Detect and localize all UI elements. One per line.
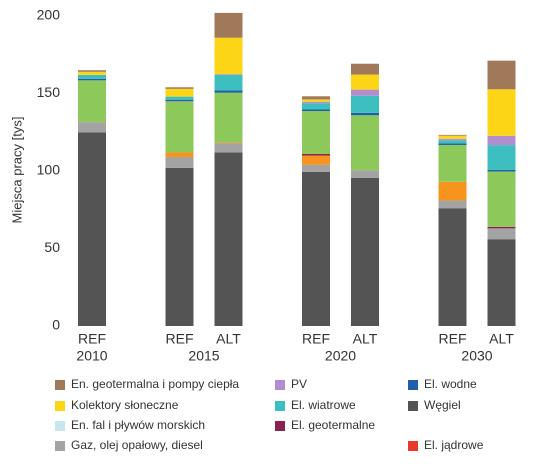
bar-segment: [165, 167, 194, 326]
bar-segment: [302, 155, 330, 165]
x-tick-label: ALT: [489, 331, 514, 347]
bar-segment: [165, 99, 194, 102]
bar-segment: [78, 132, 106, 326]
bar-segment: [78, 122, 106, 133]
bar-segment: [78, 71, 106, 75]
bar-segment: [438, 135, 467, 139]
bar-segment: [438, 181, 467, 201]
bar-segment: [438, 200, 467, 209]
bar-segment: [214, 74, 243, 75]
bar-segment: [78, 74, 106, 79]
bar-segment: [351, 115, 379, 171]
bar-segment: [302, 109, 330, 112]
bar-segment: [78, 70, 106, 72]
group-label: 2015: [188, 348, 219, 364]
legend-swatch: [275, 401, 285, 411]
bar-segment: [214, 90, 243, 93]
bar-segment: [214, 143, 243, 153]
bar-segment: [214, 74, 243, 91]
bar-segment: [487, 239, 516, 326]
bar-segment: [302, 164, 330, 172]
legend-label: Węgiel: [424, 398, 461, 412]
x-tick-label: REF: [439, 331, 467, 347]
bar-segment: [302, 111, 330, 154]
group-label: 2020: [325, 348, 356, 364]
legend-label: En. geotermalna i pompy ciepła: [71, 377, 239, 391]
legend-label: Kolektory słoneczne: [71, 398, 179, 412]
bar-segment: [438, 134, 467, 136]
x-tick-label: ALT: [353, 331, 378, 347]
bar-segment: [214, 12, 243, 38]
legend-swatch: [275, 380, 285, 390]
bar-segment: [165, 152, 194, 158]
bar-segment: [302, 101, 330, 104]
bar-segment: [438, 208, 467, 326]
y-tick-label: 0: [52, 317, 60, 333]
bar-segment: [165, 96, 194, 100]
bar-segment: [438, 140, 467, 144]
bar-segment: [351, 170, 379, 178]
bar-segment: [165, 87, 194, 89]
bar-segment: [487, 135, 516, 146]
bar-segment: [487, 228, 516, 240]
x-tick-label: REF: [166, 331, 194, 347]
bar-segment: [487, 60, 516, 90]
y-axis-label: Miejsca pracy [tys]: [9, 117, 24, 224]
legend-label: El. jądrowe: [424, 438, 484, 452]
x-tick-label: REF: [78, 331, 106, 347]
bar-segment: [214, 92, 243, 143]
legend-swatch: [408, 380, 418, 390]
bar-segment: [302, 153, 330, 156]
bar-segment: [438, 143, 467, 145]
legend-swatch: [408, 401, 418, 411]
bar-segment: [351, 89, 379, 96]
y-tick-label: 200: [37, 7, 61, 23]
bar-segment: [438, 138, 467, 141]
bar-segment: [487, 171, 516, 227]
bar-segment: [487, 145, 516, 170]
y-tick-label: 50: [44, 239, 60, 255]
legend-swatch: [55, 401, 65, 411]
bar-segment: [487, 226, 516, 229]
legend-label: El. wodne: [424, 377, 477, 391]
legend-label: Gaz, olej opałowy, diesel: [71, 438, 203, 452]
legend-label: El. geotermalne: [291, 418, 375, 432]
legend-swatch: [55, 380, 65, 390]
bar-segment: [78, 80, 106, 123]
bar-segment: [302, 103, 330, 110]
group-label: 2010: [76, 348, 107, 364]
bar-segment: [165, 88, 194, 97]
bar-segment: [351, 74, 379, 90]
bar-segment: [302, 99, 330, 102]
legend-swatch: [275, 421, 285, 431]
legend-swatch: [55, 441, 65, 451]
legend-label: PV: [291, 377, 307, 391]
bar-segment: [302, 171, 330, 326]
bar-segment: [214, 37, 243, 75]
bar-segment: [214, 152, 243, 326]
legend-label: El. wiatrowe: [291, 398, 356, 412]
bar-segment: [302, 96, 330, 100]
bar-segment: [351, 63, 379, 75]
x-tick-label: REF: [302, 331, 330, 347]
bar-segment: [165, 101, 194, 153]
bar-segment: [487, 169, 516, 172]
y-tick-label: 150: [37, 84, 61, 100]
bar-segment: [438, 144, 467, 182]
bar-segment: [351, 95, 379, 113]
bar-segment: [351, 177, 379, 326]
bar-segment: [165, 157, 194, 168]
bar-segment: [487, 89, 516, 136]
legend-swatch: [55, 421, 65, 431]
bar-segment: [351, 112, 379, 116]
bar-segment: [78, 78, 106, 81]
bar-segment: [214, 142, 243, 144]
y-tick-label: 100: [37, 162, 61, 178]
legend-label: En. fal i pływów morskich: [71, 418, 205, 432]
x-tick-label: ALT: [216, 331, 241, 347]
group-label: 2030: [461, 348, 492, 364]
legend-swatch: [408, 441, 418, 451]
